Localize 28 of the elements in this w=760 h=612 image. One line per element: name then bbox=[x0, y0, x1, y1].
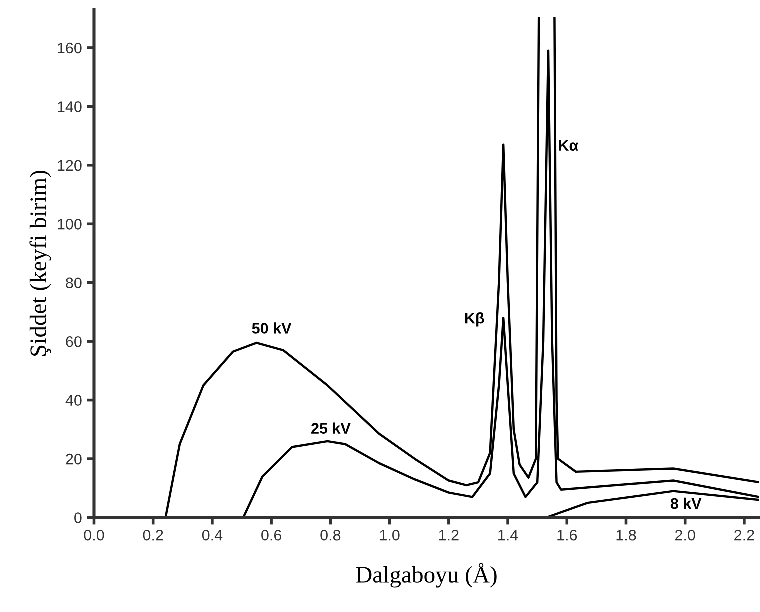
y-tick-label: 20 bbox=[66, 454, 82, 465]
y-tick-label: 100 bbox=[58, 219, 82, 230]
x-tick-label: 2.0 bbox=[676, 530, 696, 541]
x-tick-label: 0.8 bbox=[320, 530, 341, 541]
x-tick-label: 0.0 bbox=[84, 530, 104, 541]
y-tick-label: 60 bbox=[66, 336, 82, 348]
y-tick-label: 40 bbox=[66, 395, 82, 406]
x-tick-label: 1.8 bbox=[616, 530, 636, 541]
series-label: 8 kV bbox=[670, 498, 702, 510]
y-tick-label: 160 bbox=[58, 42, 82, 54]
series-label: 25 kV bbox=[312, 422, 351, 434]
series-label: 50 kV bbox=[252, 322, 292, 334]
x-tick-label: 1.6 bbox=[558, 530, 578, 541]
y-tick-label: 80 bbox=[66, 278, 82, 289]
x-axis-title: Dalgaboyu (Å) bbox=[356, 563, 497, 588]
x-tick-label: 1.0 bbox=[380, 530, 400, 541]
y-tick-label: 140 bbox=[58, 102, 82, 112]
y-tick-label: 0 bbox=[74, 512, 82, 524]
x-tick-label: 1.2 bbox=[439, 530, 459, 541]
x-tick-label: 0.6 bbox=[262, 530, 282, 541]
y-axis-title: Şiddet (keyfi birim) bbox=[30, 171, 52, 356]
annotation: Kα bbox=[559, 140, 578, 152]
y-tick-label: 120 bbox=[58, 160, 82, 172]
x-tick-label: 0.4 bbox=[202, 530, 223, 541]
x-tick-label: 2.2 bbox=[734, 530, 754, 541]
x-tick-label: 1.4 bbox=[498, 530, 518, 541]
x-tick-label: 0.2 bbox=[143, 530, 164, 541]
annotation: Kβ bbox=[465, 312, 484, 327]
